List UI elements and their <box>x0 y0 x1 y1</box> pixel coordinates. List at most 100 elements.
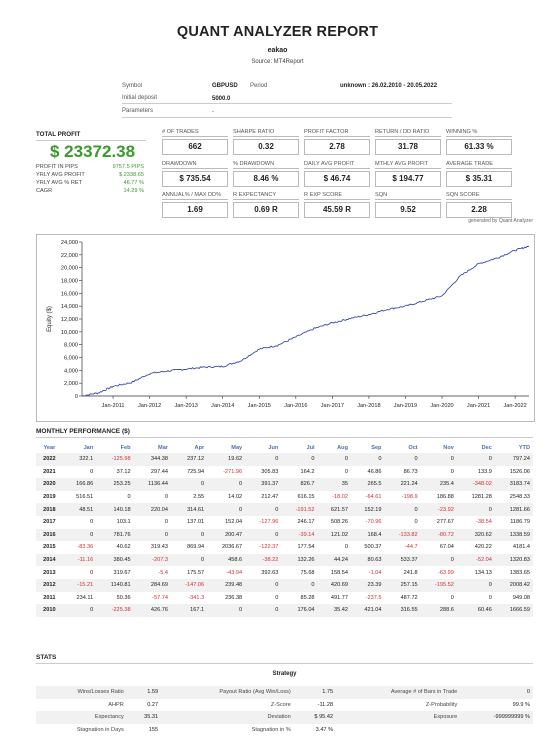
metric-box: % DRAWDOWN 8.46 % <box>233 161 299 187</box>
month-cell: 176.04 <box>281 604 318 617</box>
y-tick-label: 18,000 <box>61 279 78 285</box>
month-cell: 158.54 <box>330 569 349 576</box>
month-cell: 0 <box>245 578 282 592</box>
month-cell: -147.06 <box>170 578 208 592</box>
month-cell: 826.7 <box>281 478 318 491</box>
x-tick-label: Jan-2013 <box>175 403 198 409</box>
month-cell: 781.76 <box>96 528 134 542</box>
month-cell: 265.5 <box>351 478 385 491</box>
month-cell: 1281.66 <box>494 503 533 516</box>
month-cell: 0 <box>207 478 246 491</box>
table-row: 2014 -11.16 380.45 -207.3 0 458.6 -38.22 132.26… <box>36 553 533 567</box>
metric-box: DRAWDOWN $ 735.54 <box>162 161 228 187</box>
month-cell: 0 <box>90 468 94 475</box>
metric-label: MTHLY AVG PROFIT <box>375 161 441 169</box>
month-cell: 246.17 <box>297 519 315 526</box>
month-cell: 1666.59 <box>494 604 533 617</box>
stat-label: Payout Ratio (Avg Win/Loss) <box>161 686 294 699</box>
metric-value: $ 46.74 <box>304 171 370 187</box>
month-cell: 152.04 <box>225 519 243 526</box>
profit-detail-value: 46.77 % <box>123 180 144 186</box>
month-cell: 44.24 <box>317 553 352 567</box>
metric-box: PROFIT FACTOR 2.78 <box>304 129 370 155</box>
month-cell: 500.37 <box>364 544 382 551</box>
metric-label: ANNUAL% / MAX DD% <box>162 192 228 200</box>
month-cell: 297.44 <box>150 468 168 475</box>
year-cell: 2010 <box>36 604 63 617</box>
month-cell: 277.67 <box>436 519 454 526</box>
month-cell: 35.42 <box>317 604 352 617</box>
x-tick-label: Jan-2016 <box>284 403 307 409</box>
month-cell: 236.38 <box>225 594 243 601</box>
table-row: 2013 0 319.67 -5.4 175.57 -43.94 392.63 75.68 15… <box>36 566 533 579</box>
month-cell: 508.26 <box>330 519 349 526</box>
profit-detail-key: PROFIT IN PIPS <box>36 164 78 170</box>
table-row: 2015 -83.36 40.62 319.43 869.94 2036.67 -122.3… <box>36 541 533 554</box>
generated-by: generated by Quant Analyzer <box>468 218 533 224</box>
year-cell: 2017 <box>43 519 56 526</box>
year-cell: 2019 <box>43 494 56 501</box>
metric-box: AVERAGE TRADE $ 35.31 <box>446 161 512 187</box>
month-cell: 235.4 <box>420 478 457 491</box>
month-cell: 177.54 <box>297 544 315 551</box>
month-cell: -57.74 <box>152 594 168 601</box>
month-cell: 949.08 <box>512 594 530 601</box>
year-cell: 2011 <box>43 594 56 601</box>
month-cell: 3183.74 <box>494 478 533 491</box>
table-row: 2022 322.1 -125.98 344.38 237.12 19.62 0 0 0 0 0 0 0… <box>36 453 533 466</box>
table-row: 2019 516.51 0 0 2.55 14.02 212.47 616.15 -18.02 -… <box>36 491 533 504</box>
month-cell: 0 <box>281 578 318 592</box>
column-header: Mar <box>158 444 168 451</box>
report-title: QUANT ANALYZER REPORT <box>176 24 379 40</box>
stat-value: 1.75 <box>293 686 337 699</box>
month-cell: 1140.81 <box>96 578 134 592</box>
y-tick-label: 8,000 <box>64 343 78 349</box>
column-header: Year <box>43 444 56 451</box>
month-cell: 0 <box>281 453 318 466</box>
month-cell: 121.02 <box>317 528 352 542</box>
metric-label: AVERAGE TRADE <box>446 161 512 169</box>
stat-value: 3.47 % <box>315 727 334 734</box>
metric-box: # OF TRADES 662 <box>162 129 228 155</box>
month-cell: 48.51 <box>62 503 97 516</box>
total-profit-value: $ 23372.38 <box>50 142 136 161</box>
month-cell: 0 <box>384 503 421 516</box>
metric-value: $ 735.54 <box>162 171 228 187</box>
metric-label: PROFIT FACTOR <box>304 129 370 137</box>
profit-detail-row: PROFIT IN PIPS 9757.5 PIPS <box>36 164 144 172</box>
metric-label: SHARPE RATIO <box>233 129 299 137</box>
month-cell: 0 <box>127 494 131 501</box>
table-row: 2010 0 -225.38 426.76 167.1 0 0 176.04 35.42 421.… <box>36 604 533 617</box>
month-cell: 426.76 <box>133 604 171 617</box>
month-cell: 0 <box>450 468 454 475</box>
month-cell: -38.22 <box>245 553 282 567</box>
stat-value: 0 <box>460 686 533 699</box>
month-cell: 0 <box>456 453 495 466</box>
deposit-value: 5000.0 <box>212 96 231 102</box>
month-cell: 0 <box>344 544 349 551</box>
metric-value: 9.52 <box>375 202 441 218</box>
metric-value: 45.59 R <box>304 202 370 218</box>
month-cell: 305.83 <box>261 468 279 475</box>
month-cell: -44.7 <box>404 544 418 551</box>
year-cell: 2012 <box>36 578 63 592</box>
metric-label: SQN SCORE <box>446 192 512 200</box>
period-label: Period <box>250 83 268 89</box>
month-cell: 0 <box>207 604 246 617</box>
total-profit-label: TOTAL PROFIT <box>36 131 81 138</box>
params-value: - <box>212 109 214 115</box>
report-source: Source: MT4Report <box>251 59 304 65</box>
month-cell: 316.55 <box>384 604 421 617</box>
month-cell: -127.96 <box>259 519 279 526</box>
metric-box: ANNUAL% / MAX DD% 1.69 <box>162 192 228 218</box>
month-cell: 37.12 <box>116 468 131 475</box>
y-tick-label: 22,000 <box>61 253 78 259</box>
metric-label: # OF TRADES <box>162 129 228 137</box>
profit-detail-value: 14.29 % <box>123 188 144 194</box>
month-cell: -11.16 <box>62 553 97 567</box>
month-cell: -15.21 <box>62 578 97 592</box>
month-cell: 35 <box>317 478 352 491</box>
stat-label: Exposure <box>336 711 461 724</box>
stats-row: Expectancy 35.31 Deviation $ 95.42 Exposure -… <box>36 711 533 724</box>
metric-value: $ 35.31 <box>446 171 512 187</box>
